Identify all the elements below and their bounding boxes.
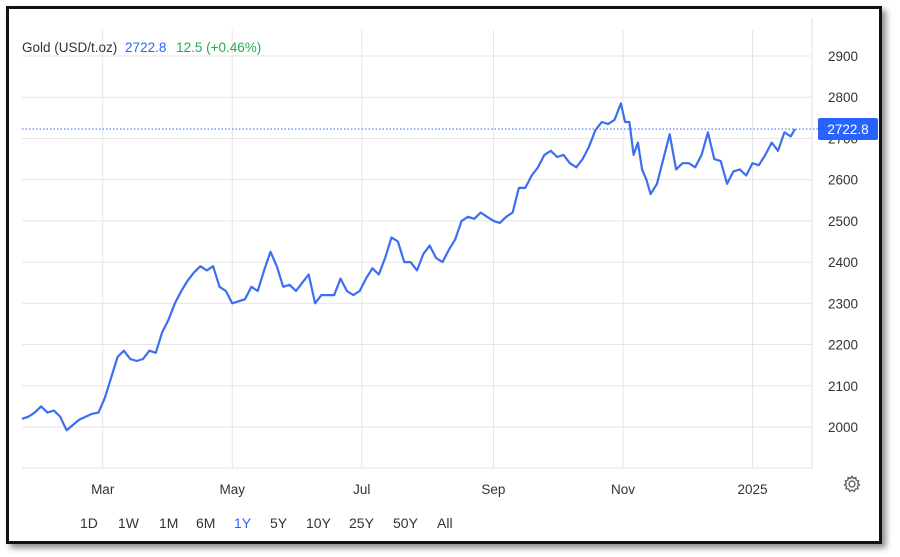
y-tick-label: 2100 xyxy=(828,379,858,394)
timeframe-1w-button[interactable]: 1W xyxy=(118,515,139,531)
timeframe-1y-button[interactable]: 1Y xyxy=(234,515,252,531)
y-tick-label: 2400 xyxy=(828,255,858,270)
x-tick-label: Sep xyxy=(481,482,505,497)
y-tick-label: 2200 xyxy=(828,338,858,353)
x-tick-label: May xyxy=(219,482,245,497)
x-tick-label: Mar xyxy=(91,482,115,497)
axes: 2000210022002300240025002600270028002900… xyxy=(91,49,858,497)
instrument-title: Gold (USD/t.oz) xyxy=(22,40,118,55)
y-tick-label: 2800 xyxy=(828,90,858,105)
grid xyxy=(22,18,813,469)
gear-icon[interactable] xyxy=(842,474,862,494)
chart-frame xyxy=(6,6,882,544)
timeframe-6m-button[interactable]: 6M xyxy=(196,515,216,531)
price-tag: 2722.8 xyxy=(22,118,878,141)
series-line xyxy=(21,102,796,432)
last-price-label: 2722.8 xyxy=(827,122,868,137)
x-tick-label: Nov xyxy=(611,482,635,497)
x-tick-label: 2025 xyxy=(738,482,768,497)
y-tick-label: 2000 xyxy=(828,420,858,435)
price-change: 12.5 (+0.46%) xyxy=(176,40,262,55)
series xyxy=(21,102,796,432)
current-price: 2722.8 xyxy=(125,40,167,55)
chart-header: Gold (USD/t.oz) 2722.8 12.5 (+0.46%) xyxy=(22,40,261,55)
timeframe-10y-button[interactable]: 10Y xyxy=(306,515,331,531)
y-tick-label: 2500 xyxy=(828,214,858,229)
y-tick-label: 2900 xyxy=(828,49,858,64)
y-tick-label: 2600 xyxy=(828,173,858,188)
x-tick-label: Jul xyxy=(353,482,370,497)
timeframe-5y-button[interactable]: 5Y xyxy=(270,515,288,531)
timeframe-25y-button[interactable]: 25Y xyxy=(349,515,374,531)
timeframe-1m-button[interactable]: 1M xyxy=(159,515,179,531)
last-price-tag xyxy=(818,118,878,141)
timeframe-all-button[interactable]: All xyxy=(437,515,453,531)
timeframe-bar: 1D 1W 1M 6M 1Y 5Y 10Y 25Y 50Y All xyxy=(0,505,900,543)
timeframe-1d-button[interactable]: 1D xyxy=(80,515,98,531)
y-tick-label: 2300 xyxy=(828,296,858,311)
timeframe-50y-button[interactable]: 50Y xyxy=(393,515,418,531)
